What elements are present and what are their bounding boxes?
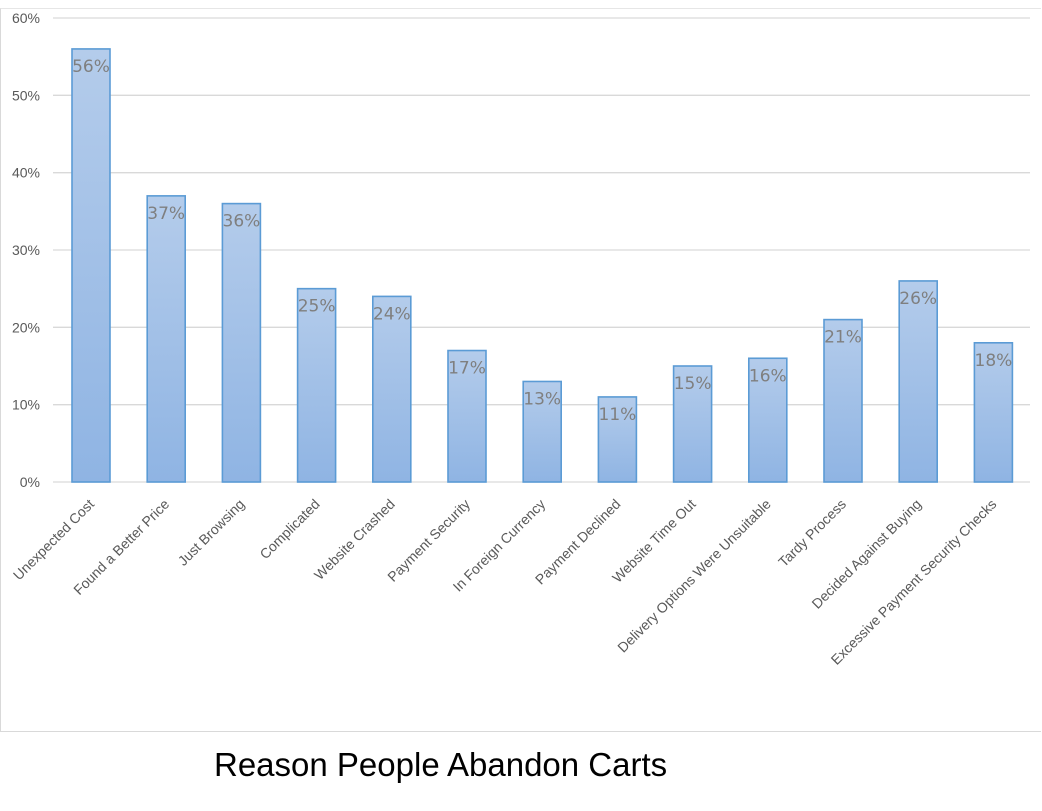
y-tick-label: 40% — [12, 165, 40, 181]
y-tick-label: 30% — [12, 242, 40, 258]
bar — [221, 202, 262, 483]
data-label: 15% — [674, 374, 712, 394]
y-tick-label: 10% — [12, 397, 40, 413]
x-tick-label: Delivery Options Were Unsuitable — [614, 496, 774, 656]
data-label: 21% — [824, 328, 862, 348]
data-label: 16% — [749, 366, 787, 386]
data-label: 36% — [223, 212, 261, 232]
bar — [823, 318, 863, 483]
bar — [296, 287, 337, 483]
bar — [146, 195, 186, 483]
data-label: 56% — [72, 57, 110, 77]
x-tick-label: Tardy Process — [775, 496, 849, 570]
x-tick-label: Just Browsing — [175, 496, 248, 569]
data-label: 18% — [975, 351, 1013, 371]
bars — [71, 48, 1014, 483]
bar — [898, 280, 939, 483]
y-tick-label: 50% — [12, 87, 40, 103]
bar-chart: 0% 10% 20% 30% 40% 50% 60% 56% 37% 36% 25% 24% 17% 1… — [10, 10, 1030, 668]
x-tick-label: Website Crashed — [311, 496, 398, 583]
x-tick-label: Payment Security — [384, 496, 473, 585]
x-tick-label: Unexpected Cost — [10, 496, 97, 583]
data-label: 11% — [599, 405, 637, 425]
x-tick-label: Complicated — [256, 496, 322, 562]
data-label: 25% — [298, 297, 336, 317]
y-axis-ticks: 0% 10% 20% 30% 40% 50% 60% — [12, 10, 40, 490]
data-labels: 56% 37% 36% 25% 24% 17% 13% 11% 15% 16% 21% 26% 18% — [72, 57, 1012, 425]
bar — [597, 396, 638, 483]
data-label: 17% — [448, 359, 486, 379]
y-tick-label: 60% — [12, 10, 40, 26]
bar — [672, 365, 713, 483]
bar — [522, 380, 563, 483]
data-label: 13% — [523, 389, 561, 409]
chart-area — [0, 8, 1041, 732]
chart-title: Reason People Abandon Carts — [214, 746, 668, 783]
x-tick-label: Excessive Payment Security Checks — [828, 496, 1000, 668]
data-label: 37% — [147, 204, 185, 224]
bar — [71, 48, 111, 483]
bar — [447, 349, 487, 483]
data-label: 26% — [899, 289, 937, 309]
y-tick-label: 0% — [20, 474, 40, 490]
bar — [371, 295, 412, 483]
y-tick-label: 20% — [12, 319, 40, 335]
data-label: 24% — [373, 304, 411, 324]
bar — [747, 357, 788, 483]
bar — [973, 341, 1014, 483]
